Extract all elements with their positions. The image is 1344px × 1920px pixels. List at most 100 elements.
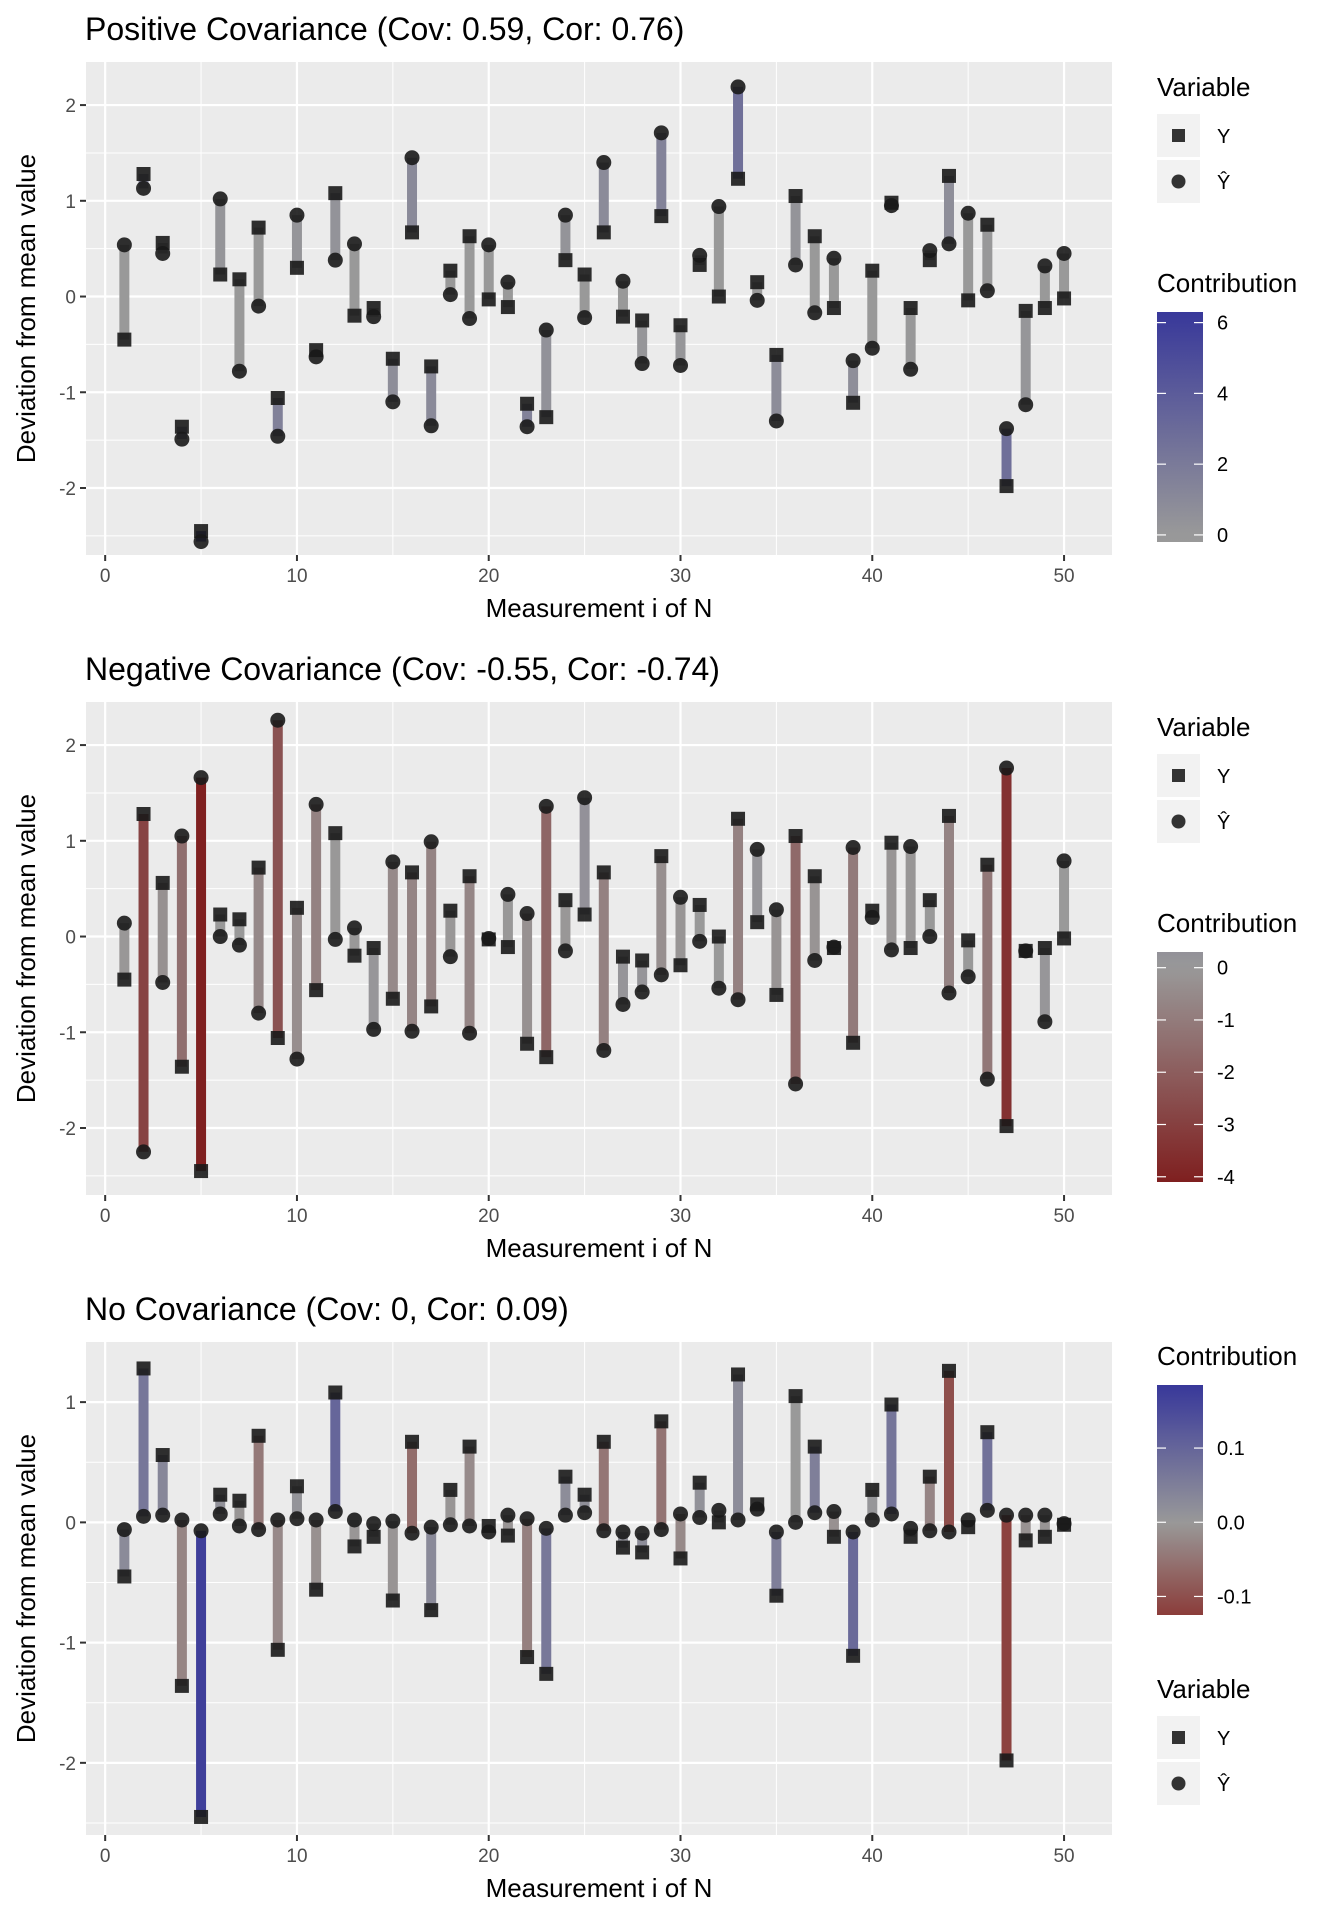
- y-point-square: [174, 1678, 189, 1693]
- y-point-square: [941, 808, 956, 823]
- y-tick-label: 1: [65, 192, 76, 213]
- x-tick-label: 20: [478, 566, 499, 587]
- y-axis-title: Deviation from mean value: [11, 154, 41, 463]
- chart-title: No Covariance (Cov: 0, Cor: 0.09): [85, 1291, 569, 1327]
- yhat-point-circle: [864, 1512, 880, 1528]
- y-point-square: [903, 301, 918, 316]
- y-point-square: [846, 1035, 861, 1050]
- y-point-square: [251, 860, 266, 875]
- y-point-square: [596, 865, 611, 880]
- colorbar-tick-label: 6: [1217, 313, 1228, 335]
- yhat-point-circle: [788, 257, 804, 273]
- x-tick-label: 10: [286, 566, 307, 587]
- y-point-square: [673, 318, 688, 333]
- yhat-point-circle: [519, 419, 535, 435]
- y-point-square: [1018, 303, 1033, 318]
- y-point-square: [615, 949, 630, 964]
- yhat-point-circle: [979, 283, 995, 299]
- y-point-square: [385, 991, 400, 1006]
- y-point-square: [807, 229, 822, 244]
- y-point-square: [865, 263, 880, 278]
- y-point-square: [635, 313, 650, 328]
- y-point-square: [826, 1529, 841, 1544]
- yhat-point-circle: [788, 1514, 804, 1530]
- legend-circle-icon: [1171, 174, 1186, 189]
- yhat-point-circle: [1037, 258, 1053, 274]
- y-point-square: [980, 1425, 995, 1440]
- y-tick-label: 2: [65, 736, 76, 757]
- legend-label: Ŷ: [1217, 1773, 1230, 1796]
- variable-legend-title: Variable: [1157, 712, 1250, 742]
- colorbar-tick-label: 0.1: [1217, 1438, 1245, 1460]
- y-tick-label: 1: [65, 1393, 76, 1414]
- y-point-square: [174, 1059, 189, 1074]
- y-point-square: [596, 225, 611, 240]
- y-point-square: [711, 289, 726, 304]
- legend-label: Y: [1217, 1728, 1230, 1750]
- y-point-square: [328, 1385, 343, 1400]
- panel-negative-covariance: Negative Covariance (Cov: -0.55, Cor: -0…: [0, 640, 1344, 1280]
- yhat-point-circle: [960, 1512, 976, 1528]
- colorbar: [1157, 1385, 1203, 1615]
- y-point-square: [731, 811, 746, 826]
- yhat-point-circle: [596, 155, 612, 171]
- y-point-square: [155, 1448, 170, 1463]
- yhat-point-circle: [500, 886, 516, 902]
- y-point-square: [577, 1487, 592, 1502]
- yhat-point-circle: [366, 1516, 382, 1532]
- x-tick-label: 40: [862, 1206, 883, 1227]
- y-point-square: [213, 267, 228, 282]
- yhat-point-circle: [423, 834, 439, 850]
- y-point-square: [788, 1389, 803, 1404]
- yhat-point-circle: [653, 1522, 669, 1538]
- yhat-point-circle: [136, 180, 152, 196]
- yhat-point-circle: [404, 1023, 420, 1039]
- y-point-square: [500, 300, 515, 315]
- legend-label: Ŷ: [1217, 811, 1230, 834]
- yhat-point-circle: [308, 796, 324, 812]
- x-tick-label: 30: [670, 1206, 691, 1227]
- yhat-point-circle: [1056, 853, 1072, 869]
- y-point-square: [999, 1753, 1014, 1768]
- colorbar-tick-label: -1: [1217, 1010, 1235, 1032]
- y-tick-label: -1: [59, 1023, 76, 1044]
- y-point-square: [922, 893, 937, 908]
- legend-circle-icon: [1171, 814, 1186, 829]
- yhat-point-circle: [711, 980, 727, 996]
- y-point-square: [903, 941, 918, 956]
- yhat-point-circle: [788, 1076, 804, 1092]
- y-point-square: [117, 1569, 132, 1584]
- colorbar-tick-label: 0.0: [1217, 1512, 1245, 1534]
- y-point-square: [558, 1469, 573, 1484]
- y-point-square: [520, 1650, 535, 1665]
- colorbar-tick-label: -0.1: [1217, 1586, 1251, 1608]
- y-point-square: [194, 1809, 209, 1824]
- y-point-square: [769, 987, 784, 1002]
- y-point-square: [922, 1469, 937, 1484]
- x-tick-label: 50: [1053, 1206, 1074, 1227]
- y-point-square: [941, 1363, 956, 1378]
- y-point-square: [558, 893, 573, 908]
- yhat-point-circle: [960, 969, 976, 985]
- yhat-point-circle: [1037, 1507, 1053, 1523]
- y-point-square: [711, 1515, 726, 1530]
- chart-no-covariance: No Covariance (Cov: 0, Cor: 0.09)0 10 20 30…: [11, 1291, 1297, 1903]
- colorbar-tick-label: -3: [1217, 1115, 1235, 1137]
- yhat-point-circle: [155, 974, 171, 990]
- yhat-point-circle: [730, 992, 746, 1008]
- yhat-point-circle: [749, 1501, 765, 1517]
- legend-label: Y: [1217, 766, 1230, 788]
- colorbar-tick-label: -2: [1217, 1062, 1235, 1084]
- legend-label: Ŷ: [1217, 171, 1230, 194]
- y-point-square: [443, 903, 458, 918]
- y-point-square: [692, 897, 707, 912]
- y-point-square: [788, 829, 803, 844]
- yhat-point-circle: [519, 1511, 535, 1527]
- y-tick-label: -1: [59, 383, 76, 404]
- y-point-square: [289, 260, 304, 275]
- yhat-point-circle: [212, 191, 228, 207]
- y-point-square: [558, 253, 573, 268]
- y-point-square: [635, 953, 650, 968]
- yhat-point-circle: [864, 340, 880, 356]
- yhat-point-circle: [979, 1071, 995, 1087]
